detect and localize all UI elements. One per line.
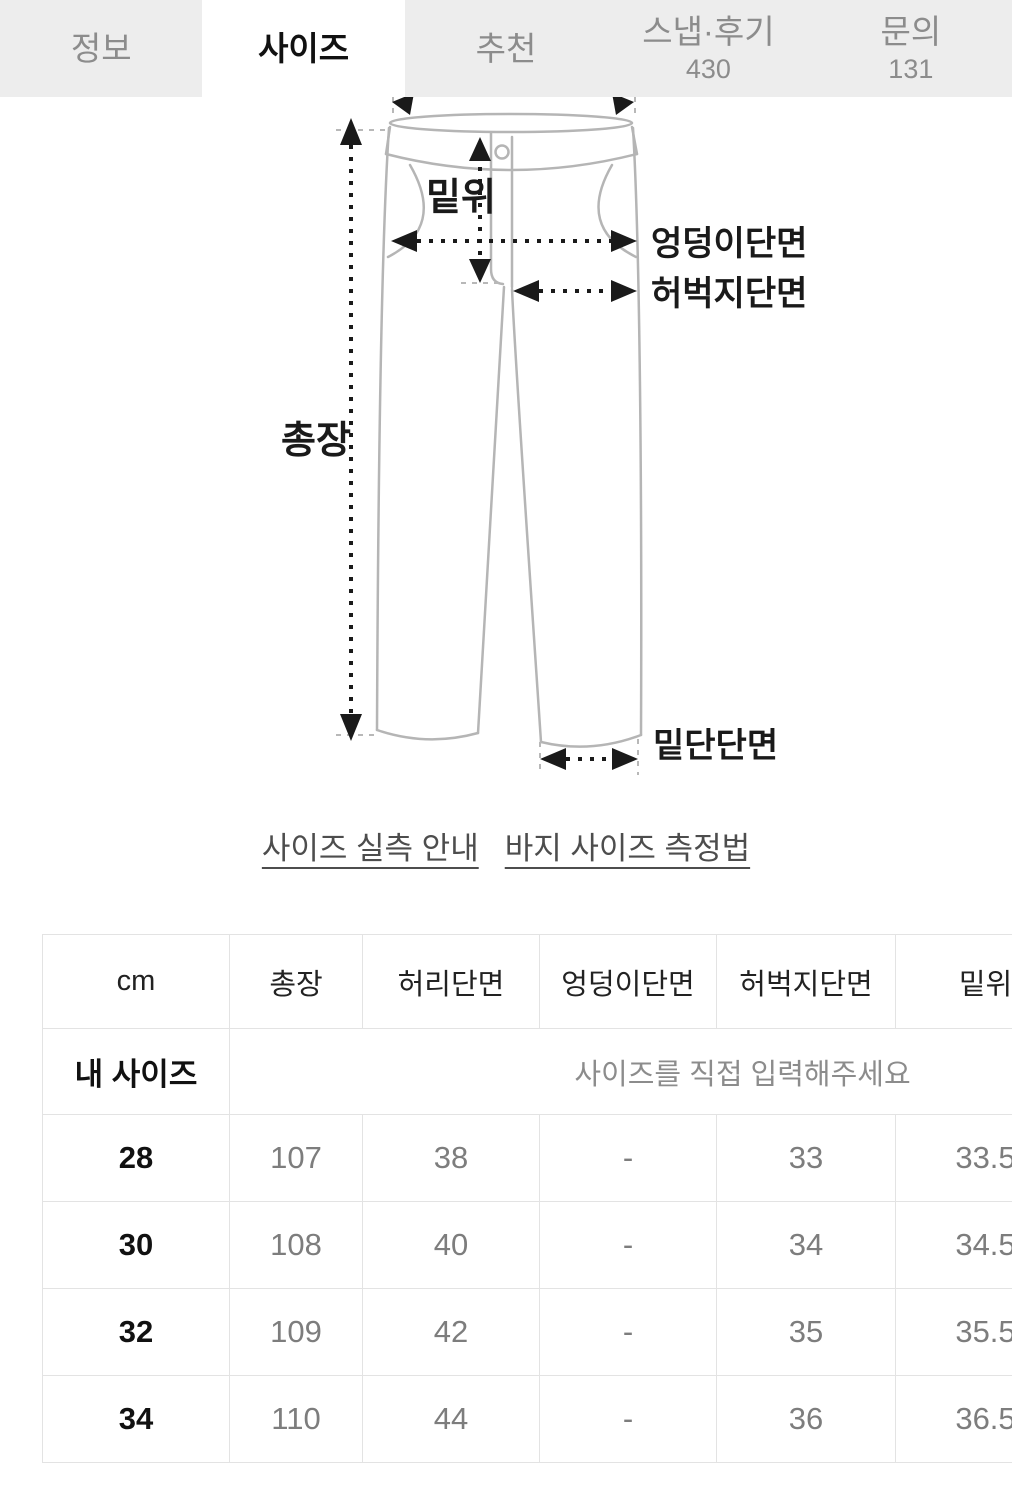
col-header-thigh: 허벅지단면 [716,934,896,1029]
tab-snap-reviews-count: 430 [685,53,731,84]
thigh-label: 허벅지단면 [651,275,807,313]
tab-size[interactable]: 사이즈 [202,0,405,97]
value-cell: 35.5 [895,1288,1012,1376]
pants-outline [375,112,643,748]
tab-recommend[interactable]: 추천 [405,0,607,97]
product-size-tab-screen: 정보 사이즈 추천 스냅·후기 430 문의 131 [0,0,1012,1463]
size-cell: 32 [42,1288,230,1376]
my-size-input-cell[interactable]: 사이즈를 직접 입력해주세요 [229,1028,1012,1115]
rise-arrow [469,137,491,283]
size-table-scroll[interactable]: cm 총장 허리단면 엉덩이단면 허벅지단면 밑위 내 사이즈 사이즈를 직접 … [42,934,1012,1463]
tab-info[interactable]: 정보 [0,0,202,97]
tab-info-label: 정보 [70,30,132,67]
value-cell: 33.5 [895,1114,1012,1202]
value-cell: 34.5 [895,1201,1012,1289]
waist-arrow [392,97,634,115]
value-cell: 110 [229,1375,363,1463]
tab-bar: 정보 사이즈 추천 스냅·후기 430 문의 131 [0,0,1012,97]
value-cell: 38 [362,1114,540,1202]
value-cell: 35 [716,1288,896,1376]
tab-snap-reviews-label: 스냅·후기 [642,12,775,50]
value-cell: 34 [716,1201,896,1289]
value-cell: 33 [716,1114,896,1202]
hem-arrow [540,748,638,770]
size-cell: 34 [42,1375,230,1463]
value-cell: - [539,1114,717,1202]
hip-label: 엉덩이단면 [651,225,807,263]
value-cell: 108 [229,1201,363,1289]
value-cell: 107 [229,1114,363,1202]
value-cell: 109 [229,1288,363,1376]
tab-qna-count: 131 [888,53,934,84]
size-cell: 28 [42,1114,230,1202]
value-cell: 44 [362,1375,540,1463]
table-row-28: 28 107 38 - 33 33.5 [42,1114,1012,1202]
tab-recommend-label: 추천 [475,30,537,67]
rise-label: 밑위 [426,177,496,219]
value-cell: 36 [716,1375,896,1463]
size-table: cm 총장 허리단면 엉덩이단면 허벅지단면 밑위 내 사이즈 사이즈를 직접 … [42,934,1012,1463]
value-cell: 42 [362,1288,540,1376]
value-cell: - [539,1201,717,1289]
length-label: 총장 [281,420,351,462]
pants-size-method-link[interactable]: 바지 사이즈 측정법 [504,831,751,866]
size-cell: 30 [42,1201,230,1289]
table-row-30: 30 108 40 - 34 34.5 [42,1201,1012,1289]
guide-dashes [336,97,639,775]
table-row-32: 32 109 42 - 35 35.5 [42,1288,1012,1376]
my-size-row: 내 사이즈 사이즈를 직접 입력해주세요 [42,1028,1012,1115]
thigh-arrow [513,280,637,302]
value-cell: - [539,1375,717,1463]
tab-qna[interactable]: 문의 131 [810,0,1012,97]
length-arrow [340,118,362,741]
value-cell: - [539,1288,717,1376]
col-header-hip: 엉덩이단면 [539,934,717,1029]
guide-links: 사이즈 실측 안내 바지 사이즈 측정법 [0,830,1012,868]
hip-arrow [391,230,637,252]
col-header-length: 총장 [229,934,363,1029]
value-cell: 40 [362,1201,540,1289]
header-row: cm 총장 허리단면 엉덩이단면 허벅지단면 밑위 [42,934,1012,1029]
value-cell: 36.5 [895,1375,1012,1463]
my-size-label: 내 사이즈 [42,1028,230,1115]
size-measure-guide-link[interactable]: 사이즈 실측 안내 [261,831,479,866]
col-header-rise: 밑위 [895,934,1012,1029]
col-header-unit: cm [42,934,230,1029]
table-row-34: 34 110 44 - 36 36.5 [42,1375,1012,1463]
size-diagram-section: 총장 밑위 엉덩이단면 허벅지단면 밑단단면 [0,97,1012,812]
hem-label: 밑단단면 [653,727,778,765]
tab-qna-label: 문의 [880,12,942,50]
pants-measurement-diagram: 총장 밑위 엉덩이단면 허벅지단면 밑단단면 [281,97,807,775]
col-header-waist: 허리단면 [362,934,540,1029]
tab-snap-reviews[interactable]: 스냅·후기 430 [607,0,809,97]
tab-size-label: 사이즈 [258,30,350,67]
